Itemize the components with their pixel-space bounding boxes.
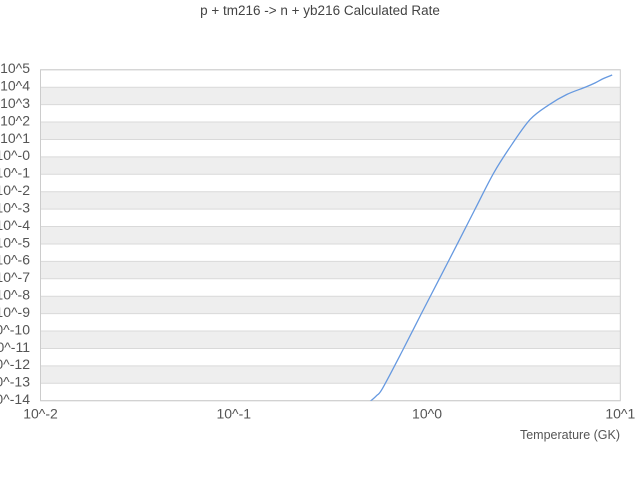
svg-text:10^-7: 10^-7: [0, 269, 30, 285]
svg-text:10^-13: 10^-13: [0, 374, 30, 390]
svg-text:10^-2: 10^-2: [23, 406, 58, 422]
svg-text:10^-2: 10^-2: [0, 182, 30, 198]
svg-text:10^-8: 10^-8: [0, 287, 30, 303]
svg-text:10^3: 10^3: [0, 95, 30, 111]
svg-text:10^5: 10^5: [0, 60, 30, 76]
svg-text:10^-3: 10^-3: [0, 199, 30, 215]
svg-text:10^-0: 10^-0: [0, 147, 30, 163]
svg-text:10^-14: 10^-14: [0, 391, 30, 407]
svg-text:10^-6: 10^-6: [0, 252, 30, 268]
svg-text:10^1: 10^1: [605, 406, 635, 422]
svg-text:10^1: 10^1: [0, 130, 30, 146]
svg-text:10^2: 10^2: [0, 112, 30, 128]
svg-text:10^-1: 10^-1: [0, 165, 30, 181]
svg-text:10^-11: 10^-11: [0, 339, 30, 355]
svg-text:10^-5: 10^-5: [0, 234, 30, 250]
svg-text:10^-4: 10^-4: [0, 217, 30, 233]
svg-text:10^-9: 10^-9: [0, 304, 30, 320]
svg-text:10^0: 10^0: [412, 406, 442, 422]
svg-text:10^-12: 10^-12: [0, 356, 30, 372]
svg-text:10^-1: 10^-1: [216, 406, 251, 422]
svg-text:10^-10: 10^-10: [0, 321, 30, 337]
svg-text:10^4: 10^4: [0, 78, 30, 94]
